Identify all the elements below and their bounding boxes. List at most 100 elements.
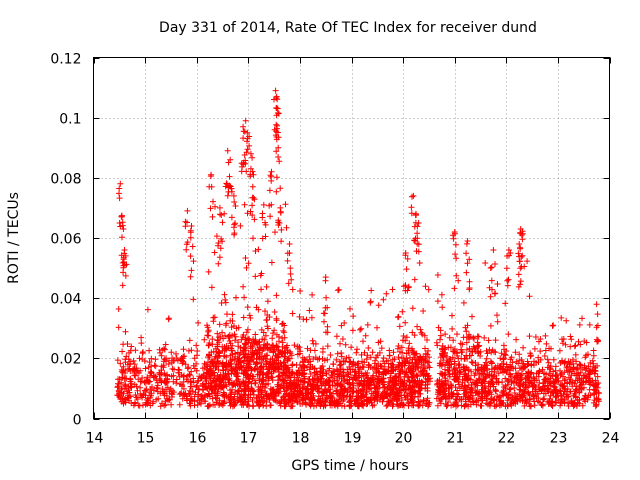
data-point bbox=[122, 252, 129, 259]
data-point bbox=[309, 337, 316, 344]
data-point bbox=[500, 387, 507, 394]
data-point bbox=[527, 371, 534, 377]
data-point bbox=[240, 391, 247, 398]
data-point bbox=[527, 396, 534, 403]
data-point bbox=[323, 377, 330, 384]
data-point bbox=[296, 350, 303, 357]
data-point-peak bbox=[230, 192, 237, 199]
data-point bbox=[578, 381, 585, 388]
data-point bbox=[389, 368, 396, 374]
data-point bbox=[135, 376, 142, 383]
data-point bbox=[181, 353, 188, 360]
data-point bbox=[346, 363, 353, 370]
data-point bbox=[515, 250, 522, 257]
data-point bbox=[476, 342, 483, 349]
data-point bbox=[587, 359, 594, 366]
data-point-peak bbox=[260, 201, 267, 208]
data-point bbox=[378, 363, 385, 370]
x-axis-label: GPS time / hours bbox=[291, 458, 408, 474]
data-point bbox=[513, 336, 520, 343]
data-point bbox=[573, 383, 580, 390]
data-point bbox=[364, 400, 371, 407]
data-point bbox=[568, 336, 575, 343]
data-point bbox=[180, 378, 187, 385]
data-point bbox=[242, 370, 249, 377]
data-point bbox=[264, 352, 271, 359]
data-point bbox=[572, 393, 579, 400]
data-point bbox=[292, 383, 299, 390]
data-point bbox=[242, 157, 249, 164]
data-point bbox=[255, 339, 262, 346]
data-point bbox=[528, 361, 535, 368]
data-point bbox=[198, 400, 204, 407]
data-point bbox=[261, 336, 268, 343]
data-point bbox=[310, 356, 317, 362]
data-point bbox=[356, 380, 363, 387]
data-point bbox=[577, 341, 584, 348]
data-point bbox=[274, 343, 281, 350]
data-point bbox=[130, 402, 137, 409]
data-point bbox=[222, 322, 229, 329]
data-point bbox=[341, 385, 347, 392]
data-point bbox=[372, 357, 379, 364]
data-point bbox=[306, 366, 313, 373]
data-point bbox=[487, 399, 494, 406]
data-point bbox=[504, 253, 511, 259]
data-point bbox=[324, 329, 331, 336]
data-point bbox=[245, 260, 252, 267]
data-point bbox=[464, 377, 471, 384]
data-point bbox=[366, 362, 373, 369]
data-point bbox=[280, 393, 287, 400]
data-point bbox=[390, 349, 397, 356]
data-point bbox=[573, 366, 580, 373]
data-point bbox=[190, 296, 197, 303]
data-point bbox=[374, 378, 381, 385]
data-point bbox=[295, 367, 302, 374]
data-point bbox=[219, 219, 226, 226]
data-point bbox=[263, 283, 270, 290]
data-point bbox=[194, 378, 201, 385]
data-point bbox=[147, 372, 154, 379]
data-point bbox=[492, 290, 499, 297]
data-point bbox=[452, 384, 459, 391]
data-point bbox=[206, 393, 213, 400]
data-point bbox=[546, 345, 553, 352]
data-point bbox=[358, 351, 365, 358]
data-point bbox=[311, 347, 318, 354]
data-point bbox=[302, 399, 309, 406]
data-point bbox=[487, 293, 494, 300]
data-point bbox=[439, 304, 446, 311]
data-point bbox=[179, 382, 185, 388]
data-point bbox=[282, 354, 289, 360]
data-point bbox=[550, 322, 557, 329]
data-point bbox=[208, 284, 215, 291]
data-point bbox=[240, 283, 247, 290]
data-point bbox=[161, 392, 168, 399]
data-point bbox=[144, 401, 151, 408]
data-point bbox=[358, 386, 365, 393]
data-point bbox=[450, 348, 457, 355]
data-point bbox=[572, 351, 579, 358]
data-point bbox=[242, 344, 249, 351]
data-point bbox=[531, 358, 537, 365]
data-point bbox=[369, 402, 376, 409]
data-point bbox=[350, 313, 357, 320]
data-point bbox=[455, 277, 462, 284]
x-tick-label: 24 bbox=[602, 431, 620, 447]
data-point bbox=[243, 264, 250, 271]
data-point bbox=[163, 380, 170, 387]
x-tick-label: 17 bbox=[240, 431, 258, 447]
data-point bbox=[196, 373, 203, 380]
chart-title: Day 331 of 2014, Rate Of TEC Index for r… bbox=[159, 20, 537, 36]
data-point bbox=[221, 400, 227, 407]
data-point bbox=[522, 384, 528, 391]
data-point bbox=[585, 392, 592, 399]
data-point bbox=[289, 380, 296, 387]
data-point bbox=[116, 195, 123, 202]
y-tick-label: 0.1 bbox=[59, 112, 81, 128]
data-point bbox=[256, 353, 263, 360]
data-point bbox=[161, 402, 168, 409]
data-point bbox=[402, 282, 409, 289]
data-point bbox=[299, 400, 306, 407]
